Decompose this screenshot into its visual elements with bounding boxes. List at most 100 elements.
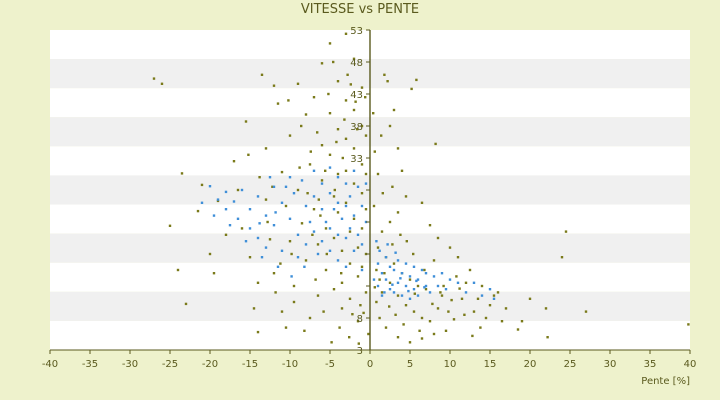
data-point-series-1 bbox=[324, 169, 327, 172]
data-point-series-1 bbox=[356, 128, 359, 131]
data-point-series-1 bbox=[333, 188, 336, 192]
data-point-series-1 bbox=[408, 278, 412, 281]
data-point-series-1 bbox=[280, 310, 284, 313]
data-point-series-1 bbox=[351, 313, 354, 316]
data-point-series-1 bbox=[344, 32, 348, 35]
data-point-series-2 bbox=[386, 243, 389, 246]
data-point-series-1 bbox=[404, 195, 408, 198]
data-point-series-1 bbox=[471, 334, 474, 338]
x-tick-label: 30 bbox=[604, 359, 617, 370]
data-point-series-1 bbox=[344, 99, 348, 102]
data-point-series-1 bbox=[316, 131, 319, 134]
data-point-series-1 bbox=[412, 252, 415, 256]
data-point-series-1 bbox=[336, 80, 340, 83]
data-point-series-1 bbox=[480, 284, 484, 288]
data-point-series-1 bbox=[292, 300, 296, 304]
data-point-series-2 bbox=[320, 240, 324, 243]
data-point-series-1 bbox=[383, 73, 386, 76]
data-point-series-1 bbox=[496, 291, 500, 294]
data-point-series-1 bbox=[396, 336, 400, 339]
x-tick-label: -25 bbox=[162, 359, 178, 370]
data-point-series-1 bbox=[258, 176, 261, 179]
data-point-series-1 bbox=[290, 252, 293, 256]
data-point-series-1 bbox=[332, 195, 336, 198]
data-point-series-1 bbox=[304, 259, 308, 262]
data-point-series-2 bbox=[264, 214, 268, 217]
data-point-series-1 bbox=[348, 336, 351, 339]
data-point-series-1 bbox=[332, 236, 336, 240]
data-point-series-1 bbox=[348, 230, 352, 233]
data-point-series-1 bbox=[373, 286, 376, 289]
data-point-series-2 bbox=[256, 236, 260, 240]
data-point-series-1 bbox=[476, 297, 480, 300]
data-point-series-1 bbox=[450, 298, 453, 302]
data-point-series-1 bbox=[442, 284, 445, 288]
data-point-series-1 bbox=[384, 326, 388, 329]
data-point-series-2 bbox=[296, 233, 300, 236]
data-point-series-1 bbox=[232, 160, 236, 163]
data-point-series-2 bbox=[420, 268, 424, 272]
data-point-series-1 bbox=[388, 124, 392, 128]
data-point-series-2 bbox=[340, 217, 344, 220]
x-axis-title: Pente [%] bbox=[641, 376, 690, 387]
data-point-series-1 bbox=[256, 330, 260, 334]
data-point-series-1 bbox=[560, 256, 564, 259]
data-point-series-1 bbox=[378, 278, 381, 281]
data-point-series-1 bbox=[432, 259, 436, 262]
data-point-series-1 bbox=[383, 272, 386, 275]
data-point-series-1 bbox=[340, 281, 344, 284]
data-point-series-1 bbox=[311, 233, 314, 236]
data-point-series-1 bbox=[452, 318, 456, 321]
y-tick-label: 38 bbox=[350, 122, 363, 133]
data-point-series-1 bbox=[386, 80, 389, 83]
data-point-series-1 bbox=[338, 326, 341, 329]
data-point-series-2 bbox=[312, 195, 316, 198]
data-point-series-1 bbox=[424, 288, 428, 291]
data-point-series-2 bbox=[290, 275, 293, 278]
x-tick-label: -30 bbox=[122, 359, 138, 370]
data-point-series-1 bbox=[528, 297, 532, 300]
data-point-series-1 bbox=[196, 209, 200, 213]
data-point-series-1 bbox=[356, 246, 360, 249]
data-point-series-2 bbox=[248, 208, 252, 211]
data-point-series-1 bbox=[296, 188, 300, 192]
data-point-series-1 bbox=[440, 294, 444, 297]
data-point-series-2 bbox=[472, 281, 476, 284]
data-point-series-1 bbox=[360, 163, 364, 166]
data-point-series-2 bbox=[384, 278, 388, 281]
data-point-series-1 bbox=[264, 198, 268, 201]
data-point-series-2 bbox=[412, 288, 416, 291]
data-point-series-2 bbox=[280, 201, 284, 204]
x-tick-label: 20 bbox=[524, 359, 537, 370]
data-point-series-1 bbox=[380, 134, 383, 137]
data-point-series-1 bbox=[328, 112, 332, 115]
data-point-series-2 bbox=[236, 217, 240, 220]
data-point-series-1 bbox=[420, 316, 424, 320]
data-point-series-2 bbox=[364, 182, 368, 185]
data-point-series-1 bbox=[380, 291, 384, 294]
data-point-series-1 bbox=[306, 192, 309, 195]
data-point-series-1 bbox=[447, 310, 450, 313]
data-point-series-2 bbox=[280, 249, 284, 252]
data-point-series-2 bbox=[378, 249, 381, 252]
data-point-series-2 bbox=[456, 281, 460, 284]
data-point-series-1 bbox=[687, 323, 690, 326]
data-point-series-2 bbox=[436, 284, 440, 288]
y-tick-label: 48 bbox=[350, 58, 363, 69]
data-point-series-1 bbox=[160, 82, 164, 85]
data-point-series-1 bbox=[391, 243, 394, 246]
data-point-series-1 bbox=[546, 336, 549, 339]
data-point-series-1 bbox=[428, 224, 432, 227]
data-point-series-2 bbox=[407, 289, 410, 293]
data-point-series-2 bbox=[383, 291, 386, 294]
x-tick-label: 35 bbox=[644, 359, 657, 370]
data-point-series-1 bbox=[325, 252, 328, 256]
data-point-series-1 bbox=[320, 144, 324, 147]
data-point-series-1 bbox=[319, 214, 322, 217]
x-tick-label: 0 bbox=[367, 359, 373, 370]
data-point-series-2 bbox=[432, 275, 436, 278]
x-tick-label: -40 bbox=[42, 359, 58, 370]
data-point-series-2 bbox=[344, 182, 348, 185]
data-point-series-2 bbox=[200, 201, 204, 204]
data-point-series-1 bbox=[168, 224, 172, 227]
